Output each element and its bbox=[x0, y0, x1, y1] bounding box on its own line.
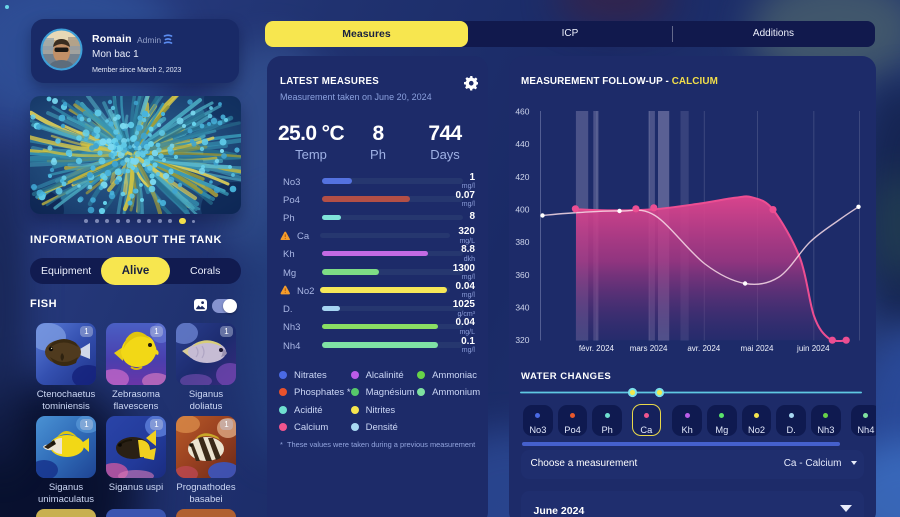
svg-text:mai 2024: mai 2024 bbox=[741, 344, 774, 353]
svg-text:440: 440 bbox=[515, 139, 529, 149]
svg-text:avr. 2024: avr. 2024 bbox=[687, 344, 720, 353]
svg-text:380: 380 bbox=[515, 237, 529, 247]
svg-text:340: 340 bbox=[515, 303, 529, 313]
svg-text:420: 420 bbox=[515, 172, 529, 182]
svg-text:févr. 2024: févr. 2024 bbox=[579, 344, 615, 353]
svg-text:360: 360 bbox=[515, 270, 529, 280]
svg-text:320: 320 bbox=[515, 335, 529, 345]
svg-text:juin 2024: juin 2024 bbox=[796, 344, 830, 353]
svg-text:mars 2024: mars 2024 bbox=[630, 344, 668, 353]
svg-text:400: 400 bbox=[515, 204, 529, 214]
svg-text:460: 460 bbox=[515, 106, 529, 116]
